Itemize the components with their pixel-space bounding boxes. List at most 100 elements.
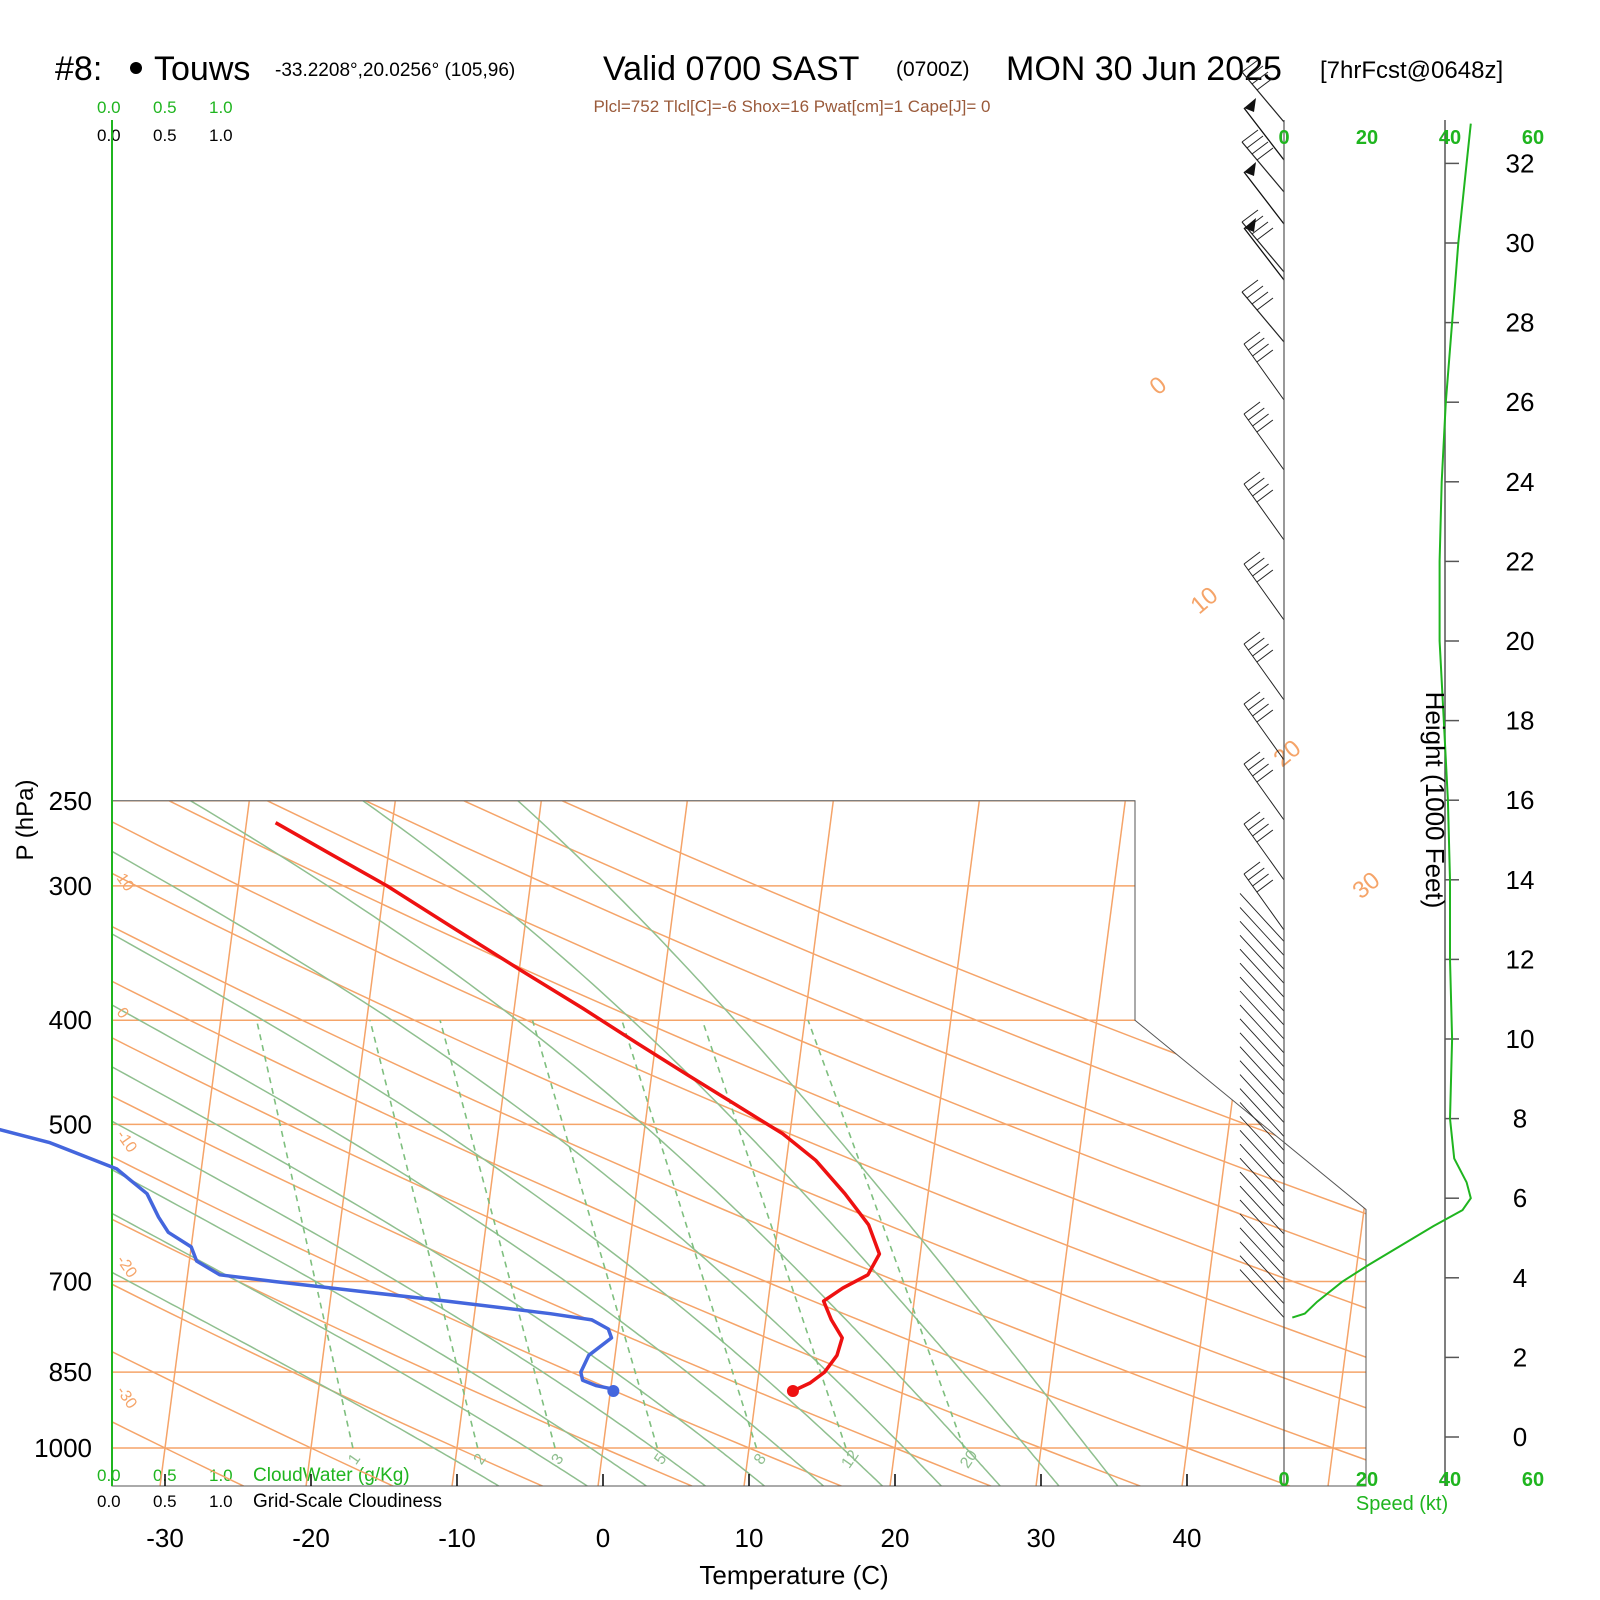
speed-tick-label: 40 <box>1439 127 1461 149</box>
temperature-tick-label: -20 <box>292 1523 330 1553</box>
wind-barb-feather <box>1243 691 1261 705</box>
cloudiness-tick: 0.5 <box>153 1492 177 1511</box>
wind-barb-feather <box>1256 569 1274 583</box>
isotherm-line <box>1034 800 1140 1486</box>
mixing-ratio-line <box>255 1020 354 1449</box>
wind-barb-feather <box>1252 873 1269 887</box>
speed-tick-label: 0 <box>1278 1469 1289 1491</box>
cloudiness-label: Grid-Scale Cloudiness <box>253 1491 442 1512</box>
wind-speed-line <box>1291 123 1472 1319</box>
cloudwater-tick: 0.0 <box>97 98 121 117</box>
wind-barb-feather <box>1252 823 1269 837</box>
isotherm-label: -10 <box>113 1127 140 1156</box>
dry-adiabat-line <box>112 800 708 1486</box>
temperature-tick-label: 40 <box>1173 1523 1202 1553</box>
wind-barb <box>1239 1116 1285 1165</box>
wind-barb-feather <box>1256 879 1274 893</box>
pressure-axis: 250 300 400 500 700 850 1000 <box>34 786 92 1463</box>
moist-adiabat-line <box>112 800 598 1486</box>
wind-barb <box>1239 893 1285 942</box>
wind-barb <box>1239 1129 1285 1179</box>
wind-barb <box>1239 934 1285 984</box>
wind-barb <box>1239 1102 1285 1151</box>
wind-barb-feather <box>1248 477 1265 491</box>
dry-adiabat-line <box>152 800 1366 1486</box>
height-tick-label: 20 <box>1506 626 1535 656</box>
wind-barb-feather <box>1248 757 1265 771</box>
mixing-ratio-line <box>439 1020 556 1449</box>
cloudiness-tick: 1.0 <box>209 1492 233 1511</box>
isotherm-label: 20 <box>1269 735 1307 773</box>
height-tick-label: 30 <box>1506 228 1535 258</box>
height-tick-label: 26 <box>1506 387 1535 417</box>
wind-barb <box>1239 1157 1285 1207</box>
cloudwater-label: CloudWater (g/Kg) <box>253 1465 410 1486</box>
wind-barb <box>1239 1060 1285 1109</box>
station-name: Touws <box>154 50 250 88</box>
moist-adiabat-line <box>112 800 832 1486</box>
height-tick-label: 14 <box>1506 865 1535 895</box>
mixing-ratio-line <box>621 1019 758 1449</box>
cloudiness-tick: 1.0 <box>209 126 233 145</box>
wind-barb <box>1243 873 1285 931</box>
wind-barb <box>1241 291 1285 343</box>
wind-barb <box>1239 1185 1285 1235</box>
wind-barb <box>1243 483 1285 541</box>
forecast-label: [7hrFcst@0648z] <box>1320 57 1503 84</box>
wind-barb-feather <box>1256 227 1274 241</box>
wind-barb-pennant <box>1244 162 1256 176</box>
wind-barb-feather <box>1256 769 1274 783</box>
wind-barb <box>1243 227 1285 281</box>
height-tick-label: 0 <box>1513 1422 1527 1452</box>
wind-barb <box>1239 1227 1285 1277</box>
dewpoint-profile <box>0 1127 615 1393</box>
temperature-tick-label: 10 <box>735 1523 764 1553</box>
wind-barb <box>1243 643 1285 701</box>
mixing-ratio-line <box>369 1020 479 1449</box>
temperature-tick-label: 20 <box>881 1523 910 1553</box>
wind-barb-pennant <box>1244 98 1256 112</box>
height-tick-label: 28 <box>1506 308 1535 338</box>
temperature-axis: -30 -20 -10 0 10 20 30 40 <box>146 1474 1201 1553</box>
temperature-tick-label: 30 <box>1027 1523 1056 1553</box>
wind-barb <box>1239 1032 1285 1082</box>
wind-barb <box>1239 962 1285 1012</box>
isotherm-label: -20 <box>113 1252 140 1281</box>
pressure-tick-label: 400 <box>49 1005 92 1035</box>
cloudiness-tick: 0.0 <box>97 126 121 145</box>
y-axis-title: P (hPa) <box>12 780 39 861</box>
wind-barb-feather <box>1248 557 1265 571</box>
cloudwater-tick: 0.0 <box>97 1466 121 1485</box>
zulu-time: (0700Z) <box>896 58 970 81</box>
temperature-tick-label: -10 <box>438 1523 476 1553</box>
wind-barb-feather <box>1243 331 1261 345</box>
wind-barb <box>1239 948 1285 998</box>
wind-barb-feather <box>1252 643 1269 657</box>
mixing-ratio-line <box>701 1019 847 1449</box>
height-tick-label: 18 <box>1506 706 1535 736</box>
speed-tick-label: 0 <box>1278 127 1289 149</box>
dry-adiabat-line <box>336 800 1366 1486</box>
skewt-background <box>112 800 1366 1486</box>
height-tick-label: 2 <box>1513 1342 1527 1372</box>
speed-tick-label: 40 <box>1439 1469 1461 1491</box>
wind-barb <box>1239 1074 1285 1123</box>
wind-barb <box>1239 1255 1285 1304</box>
profiles <box>0 821 882 1397</box>
cloudiness-tick: 0.0 <box>97 1492 121 1511</box>
moist-adiabat-line <box>112 800 890 1486</box>
wind-barb-feather <box>1248 337 1265 351</box>
speed-tick-label: 20 <box>1356 127 1378 149</box>
isotherm-line <box>158 800 264 1486</box>
height-tick-label: 4 <box>1513 1263 1527 1293</box>
stability-indices: Plcl=752 Tlcl[C]=-6 Shox=16 Pwat[cm]=1 C… <box>593 97 990 116</box>
temperature-tick-label: -30 <box>146 1523 184 1553</box>
height-axis-title: Height (1000 Feet) <box>1420 692 1450 909</box>
moist-adiabat-line <box>112 800 657 1486</box>
wind-barb-feather <box>1241 209 1259 223</box>
wind-barb <box>1239 1241 1285 1291</box>
wind-barb-feather <box>1256 297 1274 311</box>
wind-barb <box>1239 1143 1285 1193</box>
cloudwater-tick: 0.5 <box>153 98 177 117</box>
